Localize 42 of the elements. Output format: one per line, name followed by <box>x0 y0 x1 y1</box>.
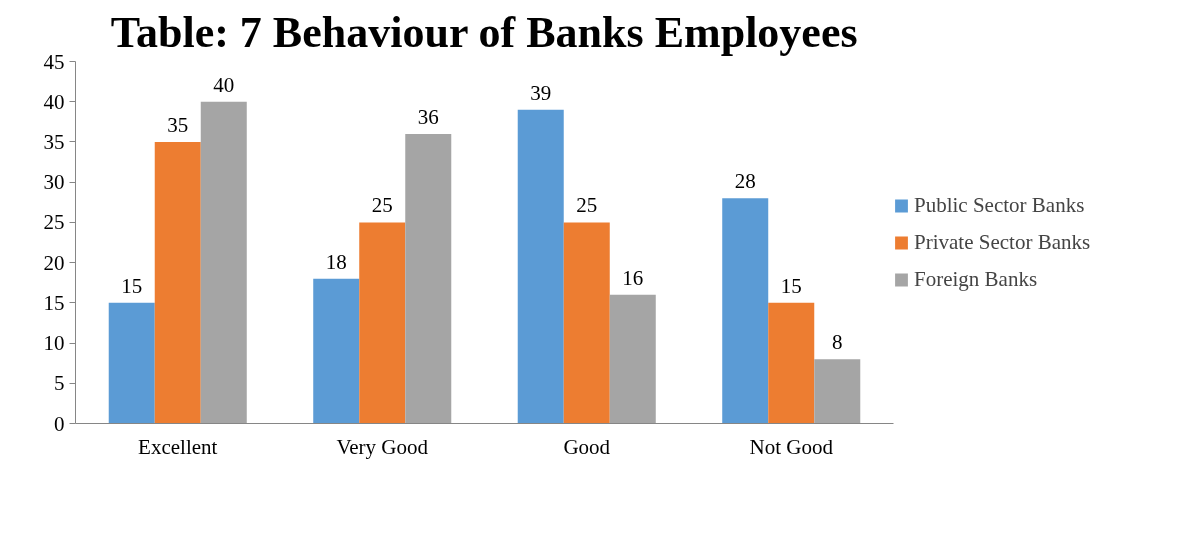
data-label: 40 <box>213 72 235 97</box>
y-tick-label: 40 <box>43 89 65 114</box>
y-tick-label: 5 <box>54 371 65 396</box>
x-tick-label: Good <box>563 434 611 459</box>
legend-label: Foreign Banks <box>914 266 1038 292</box>
bar <box>814 359 861 424</box>
bar <box>154 141 201 424</box>
data-label: 35 <box>167 112 189 137</box>
bar <box>517 109 564 424</box>
bar <box>200 101 247 424</box>
y-tick-label: 10 <box>43 331 65 356</box>
bar <box>768 302 815 424</box>
legend-label: Private Sector Banks <box>914 229 1091 255</box>
bar <box>359 222 406 424</box>
data-label: 8 <box>832 330 843 355</box>
y-tick-label: 15 <box>43 290 65 315</box>
data-label: 15 <box>121 273 143 298</box>
x-tick-label: Not Good <box>749 434 834 459</box>
chart-title: Table: 7 Behaviour of Banks Employees <box>110 7 858 57</box>
legend-label: Public Sector Banks <box>914 192 1085 218</box>
y-tick-label: 20 <box>43 250 65 275</box>
data-label: 25 <box>371 193 393 218</box>
y-tick-label: 45 <box>43 49 65 74</box>
data-label: 15 <box>780 273 802 298</box>
bar <box>108 302 155 424</box>
data-label: 39 <box>530 80 552 105</box>
bar <box>405 133 452 424</box>
y-tick-label: 35 <box>43 129 65 154</box>
bar <box>609 294 656 424</box>
y-tick-label: 25 <box>43 210 65 235</box>
data-label: 28 <box>734 169 756 194</box>
bar <box>313 278 360 424</box>
x-tick-label: Very Good <box>336 434 429 459</box>
bar <box>722 198 769 424</box>
data-label: 18 <box>325 249 347 274</box>
data-label: 25 <box>576 193 598 218</box>
y-tick-label: 0 <box>54 411 65 436</box>
x-tick-label: Excellent <box>138 434 218 459</box>
bar <box>563 222 610 424</box>
data-label: 36 <box>417 104 439 129</box>
data-label: 16 <box>622 265 644 290</box>
y-tick-label: 30 <box>43 170 65 195</box>
